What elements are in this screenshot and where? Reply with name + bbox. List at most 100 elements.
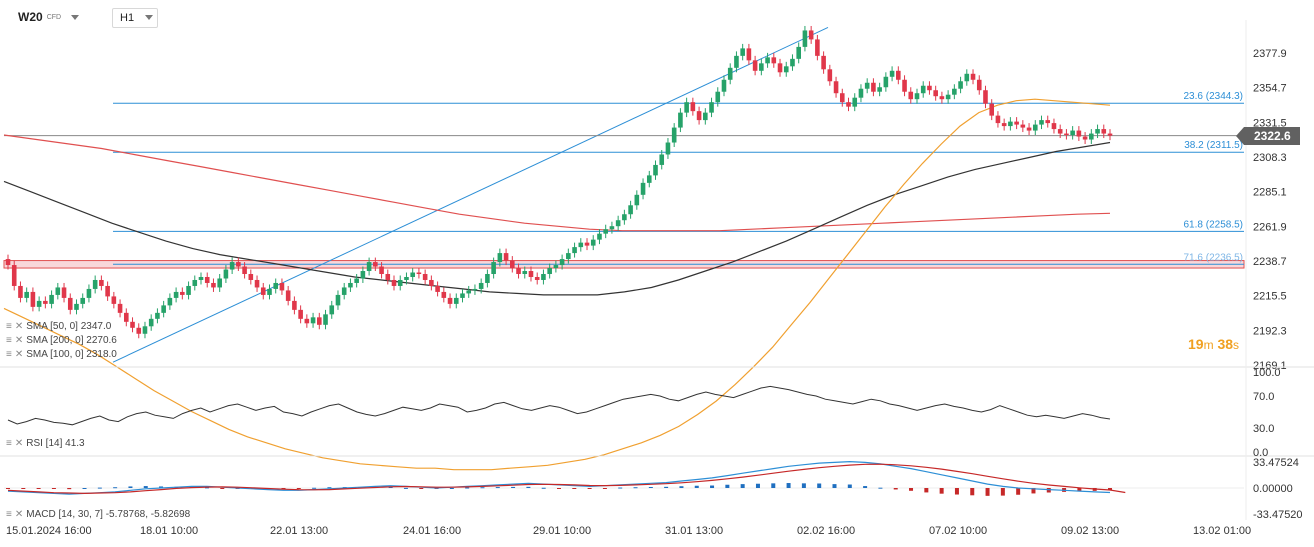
- macd-histogram-bar: [449, 488, 454, 490]
- candle-up: [341, 282, 347, 300]
- candle-body: [341, 287, 347, 295]
- candle-down: [304, 314, 310, 328]
- macd-histogram-bar: [664, 486, 669, 488]
- close-icon[interactable]: ✕: [14, 321, 24, 332]
- macd-histogram-bar: [939, 488, 944, 494]
- settings-icon[interactable]: ≡: [6, 509, 12, 520]
- macd-histogram-bar: [725, 484, 730, 489]
- settings-icon[interactable]: ≡: [6, 321, 12, 332]
- close-icon[interactable]: ✕: [14, 349, 24, 360]
- candle-up: [1032, 120, 1038, 136]
- candle-body: [198, 276, 204, 280]
- candle-body: [852, 97, 858, 107]
- candle-up: [360, 266, 366, 283]
- settings-icon[interactable]: ≡: [6, 335, 12, 346]
- candle-up: [522, 266, 528, 279]
- candle-body: [771, 57, 777, 64]
- candle-body: [622, 214, 627, 221]
- macd-histogram-bar: [67, 488, 72, 490]
- indicator-legend-rsi[interactable]: ≡ ✕ RSI [14] 41.3: [6, 438, 85, 449]
- indicator-legend-sma200[interactable]: ≡ ✕ SMA [200, 0] 2270.6: [6, 335, 117, 346]
- candle-body: [541, 274, 546, 280]
- x-tick-label: 31.01 13:00: [665, 525, 723, 537]
- macd-histogram-bar: [618, 487, 623, 489]
- candle-body: [696, 111, 702, 121]
- countdown-seconds-unit: s: [1233, 338, 1240, 352]
- indicator-legend-sma50[interactable]: ≡ ✕ SMA [50, 0] 2347.0: [6, 321, 111, 332]
- macd-histogram-bar: [878, 487, 883, 489]
- candle-up: [466, 285, 472, 298]
- candle-body: [976, 79, 982, 91]
- candle-down: [180, 287, 185, 300]
- candle-down: [771, 52, 777, 68]
- candle-up: [478, 278, 484, 294]
- candle-up: [354, 274, 359, 288]
- candle-body: [273, 282, 279, 289]
- x-tick-label: 18.01 10:00: [140, 525, 198, 537]
- candle-down: [316, 312, 322, 330]
- candle-up: [74, 299, 79, 315]
- sma200-line: [3, 134, 1111, 232]
- indicator-legend-sma100[interactable]: ≡ ✕ SMA [100, 0] 2318.0: [6, 349, 117, 360]
- candle-up: [485, 269, 490, 288]
- candle-body: [597, 233, 602, 240]
- candle-down: [752, 55, 758, 76]
- indicator-label: MACD [14, 30, 7] -5.78768, -5.82698: [26, 509, 191, 520]
- candle-down: [970, 69, 976, 85]
- candle-body: [1095, 129, 1100, 134]
- candle-body: [304, 318, 310, 324]
- candle-up: [877, 82, 882, 97]
- candle-body: [858, 88, 864, 98]
- settings-icon[interactable]: ≡: [6, 438, 12, 449]
- candle-up: [348, 278, 353, 292]
- macd-histogram-bar: [602, 488, 607, 490]
- candle-up: [864, 78, 870, 94]
- x-tick-label: 07.02 10:00: [929, 525, 987, 537]
- candle-down: [279, 278, 285, 295]
- macd-histogram-bar: [480, 487, 485, 489]
- macd-tick-label: -33.47520: [1253, 509, 1303, 521]
- candle-down: [1001, 118, 1007, 131]
- candle-body: [223, 269, 229, 279]
- macd-histogram-bar: [924, 488, 929, 493]
- candle-up: [653, 160, 658, 180]
- candle-body: [397, 279, 403, 286]
- macd-histogram-bar: [909, 488, 914, 491]
- candle-up: [603, 224, 608, 239]
- macd-histogram-bar: [817, 483, 822, 488]
- macd-tick-label: 33.47524: [1253, 457, 1299, 469]
- x-tick-label: 09.02 13:00: [1061, 525, 1119, 537]
- candle-body: [36, 300, 42, 307]
- candle-body: [846, 102, 851, 107]
- candle-body: [777, 63, 783, 73]
- candle-down: [908, 87, 914, 104]
- candle-down: [927, 81, 932, 95]
- macd-histogram-bar: [985, 488, 990, 496]
- macd-histogram-bar: [128, 486, 133, 488]
- timeframe-dropdown[interactable]: H1: [112, 8, 158, 28]
- candle-body: [584, 242, 590, 246]
- candle-up: [397, 275, 403, 291]
- candle-down: [1101, 124, 1107, 139]
- indicator-legend-macd[interactable]: ≡ ✕ MACD [14, 30, 7] -5.78768, -5.82698: [6, 509, 190, 520]
- candle-down: [846, 97, 851, 112]
- candle-body: [889, 70, 895, 77]
- candle-body: [690, 102, 696, 112]
- candle-body: [1045, 120, 1051, 124]
- settings-icon[interactable]: ≡: [6, 349, 12, 360]
- close-icon[interactable]: ✕: [14, 335, 24, 346]
- candle-body: [105, 285, 110, 297]
- candle-down: [5, 254, 11, 270]
- candle-down: [839, 88, 845, 107]
- candle-body: [995, 115, 1001, 124]
- candle-body: [429, 279, 434, 286]
- candle-up: [366, 257, 372, 276]
- candle-body: [958, 81, 963, 89]
- close-icon[interactable]: ✕: [14, 438, 24, 449]
- candle-body: [67, 297, 73, 310]
- candle-up: [92, 275, 98, 294]
- candle-down: [391, 275, 397, 291]
- symbol-selector[interactable]: W20 CFD: [18, 10, 80, 24]
- close-icon[interactable]: ✕: [14, 509, 24, 520]
